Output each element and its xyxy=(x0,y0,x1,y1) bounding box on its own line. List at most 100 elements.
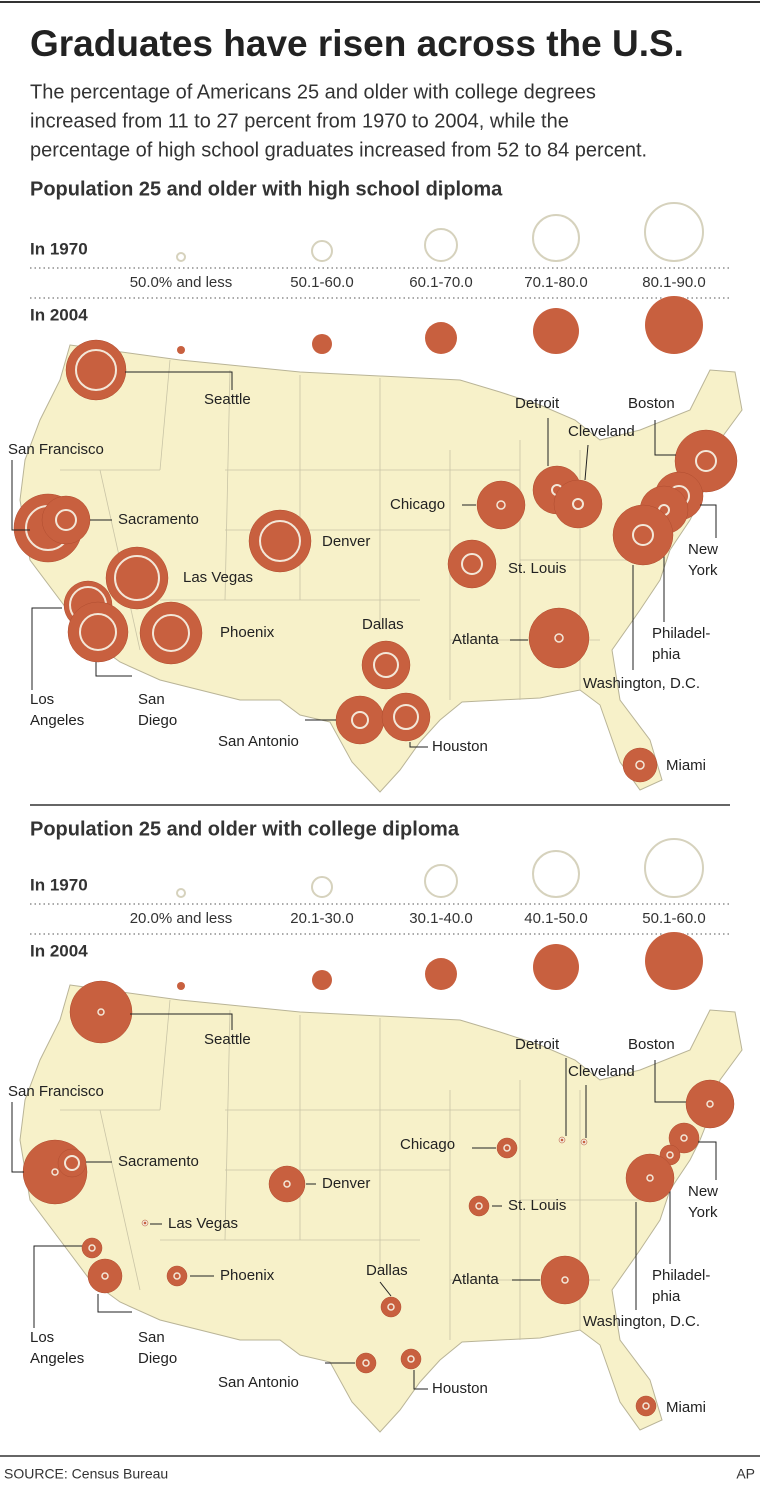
state-border xyxy=(99,1109,141,1291)
city-label: Denver xyxy=(322,533,370,550)
leader-line xyxy=(125,371,233,390)
city-label: San Antonio xyxy=(218,1374,299,1391)
legend-bin-label: 20.0% and less xyxy=(130,910,233,927)
city-bubble xyxy=(69,980,133,1044)
city-label: New xyxy=(688,1183,718,1200)
title: Graduates have risen across the U.S. xyxy=(30,23,684,64)
city-label: Cleveland xyxy=(568,1063,635,1080)
city-label: Los xyxy=(30,691,54,708)
leader-line xyxy=(31,607,62,690)
us-map xyxy=(19,984,743,1433)
city-label: Seattle xyxy=(204,1031,251,1048)
subtitle-line: percentage of high school graduates incr… xyxy=(30,139,647,161)
city-label: Chicago xyxy=(390,496,445,513)
legend-bin-label: 60.1-70.0 xyxy=(409,274,472,291)
city-1970-ring xyxy=(114,555,160,601)
legend-row-label: In 1970 xyxy=(30,239,88,258)
city-bubble xyxy=(622,747,658,783)
city-1970-ring xyxy=(632,524,654,546)
city-1970-ring xyxy=(680,1134,688,1142)
city-bubble xyxy=(528,607,590,669)
city-bubble xyxy=(65,339,127,401)
city-1970-ring xyxy=(561,1276,569,1284)
city-bubble xyxy=(553,479,603,529)
city-label: Cleveland xyxy=(568,423,635,440)
city-label: San Francisco xyxy=(8,1083,104,1100)
city-bubble xyxy=(57,1148,87,1178)
leader-line xyxy=(11,460,30,531)
us-outline xyxy=(19,984,743,1433)
credit: AP xyxy=(736,1466,755,1482)
city-1970-ring xyxy=(51,1168,59,1176)
city-bubble xyxy=(496,1137,518,1159)
subtitle-line: The percentage of Americans 25 and older… xyxy=(30,81,596,103)
city-1970-ring xyxy=(581,1139,587,1145)
city-label: Philadel- xyxy=(652,1267,710,1284)
section-heading: Population 25 and older with high school… xyxy=(30,178,503,200)
legend-bin-label: 50.1-60.0 xyxy=(642,910,705,927)
city-bubble xyxy=(635,1395,657,1417)
city-bubble xyxy=(476,480,526,530)
city-1970-ring xyxy=(152,614,190,652)
city-1970-ring xyxy=(97,1008,105,1016)
legend-bin-label: 80.1-90.0 xyxy=(642,274,705,291)
city-1970-ring xyxy=(646,1174,654,1182)
city-label: Dallas xyxy=(366,1262,408,1279)
city-label: San Antonio xyxy=(218,733,299,750)
leader-line xyxy=(413,1370,428,1390)
city-label: St. Louis xyxy=(508,560,566,577)
city-1970-ring xyxy=(362,1359,370,1367)
city-label: Detroit xyxy=(515,1036,560,1053)
legend-1970-circle xyxy=(176,888,186,898)
city-bubble xyxy=(625,1153,675,1203)
city-label: Seattle xyxy=(204,391,251,408)
city-label: Detroit xyxy=(515,395,560,412)
city-bubble xyxy=(67,601,129,663)
city-label: Sacramento xyxy=(118,1153,199,1170)
city-1970-ring xyxy=(88,1244,96,1252)
city-bubble xyxy=(400,1348,422,1370)
legend-2004-circle xyxy=(425,322,457,354)
city-1970-ring xyxy=(173,1272,181,1280)
city-bubble xyxy=(41,495,91,545)
city-label: Sacramento xyxy=(118,511,199,528)
section-heading: Population 25 and older with college dip… xyxy=(30,818,460,840)
city-bubble xyxy=(380,1296,402,1318)
legend-1970-circle xyxy=(424,864,458,898)
city-label: Atlanta xyxy=(452,631,499,648)
leader-line xyxy=(95,662,132,677)
leader-line xyxy=(33,1245,82,1328)
source: SOURCE: Census Bureau xyxy=(4,1466,168,1482)
city-1970-ring xyxy=(55,509,77,531)
city-bubble xyxy=(139,601,203,665)
leader-line xyxy=(130,1013,233,1030)
city-1970-ring xyxy=(407,1355,415,1363)
leader-line xyxy=(11,1102,24,1173)
city-bubble xyxy=(248,509,312,573)
city-label: Boston xyxy=(628,395,675,412)
state-border xyxy=(159,359,171,471)
city-1970-ring xyxy=(351,711,369,729)
legend-bin-label: 30.1-40.0 xyxy=(409,910,472,927)
city-bubble xyxy=(612,504,674,566)
city-1970-ring xyxy=(572,498,584,510)
city-bubble xyxy=(355,1352,377,1374)
legend-bin-label: 70.1-80.0 xyxy=(524,274,587,291)
city-bubble xyxy=(87,1258,123,1294)
legend-1970-circle xyxy=(311,876,333,898)
leader-line xyxy=(584,444,589,481)
city-bubble xyxy=(81,1237,103,1259)
state-border xyxy=(224,369,231,601)
city-1970-ring xyxy=(461,553,483,575)
city-1970-ring xyxy=(393,704,419,730)
city-1970-ring xyxy=(559,1137,565,1143)
city-1970-ring xyxy=(475,1202,483,1210)
legend-1970-circle xyxy=(424,228,458,262)
legend-bin-label: 50.1-60.0 xyxy=(290,274,353,291)
legend-2004-circle xyxy=(312,970,332,990)
city-1970-ring xyxy=(373,652,399,678)
city-bubble xyxy=(468,1195,490,1217)
city-label: Diego xyxy=(138,1350,177,1367)
legend-bin-label: 50.0% and less xyxy=(130,274,233,291)
